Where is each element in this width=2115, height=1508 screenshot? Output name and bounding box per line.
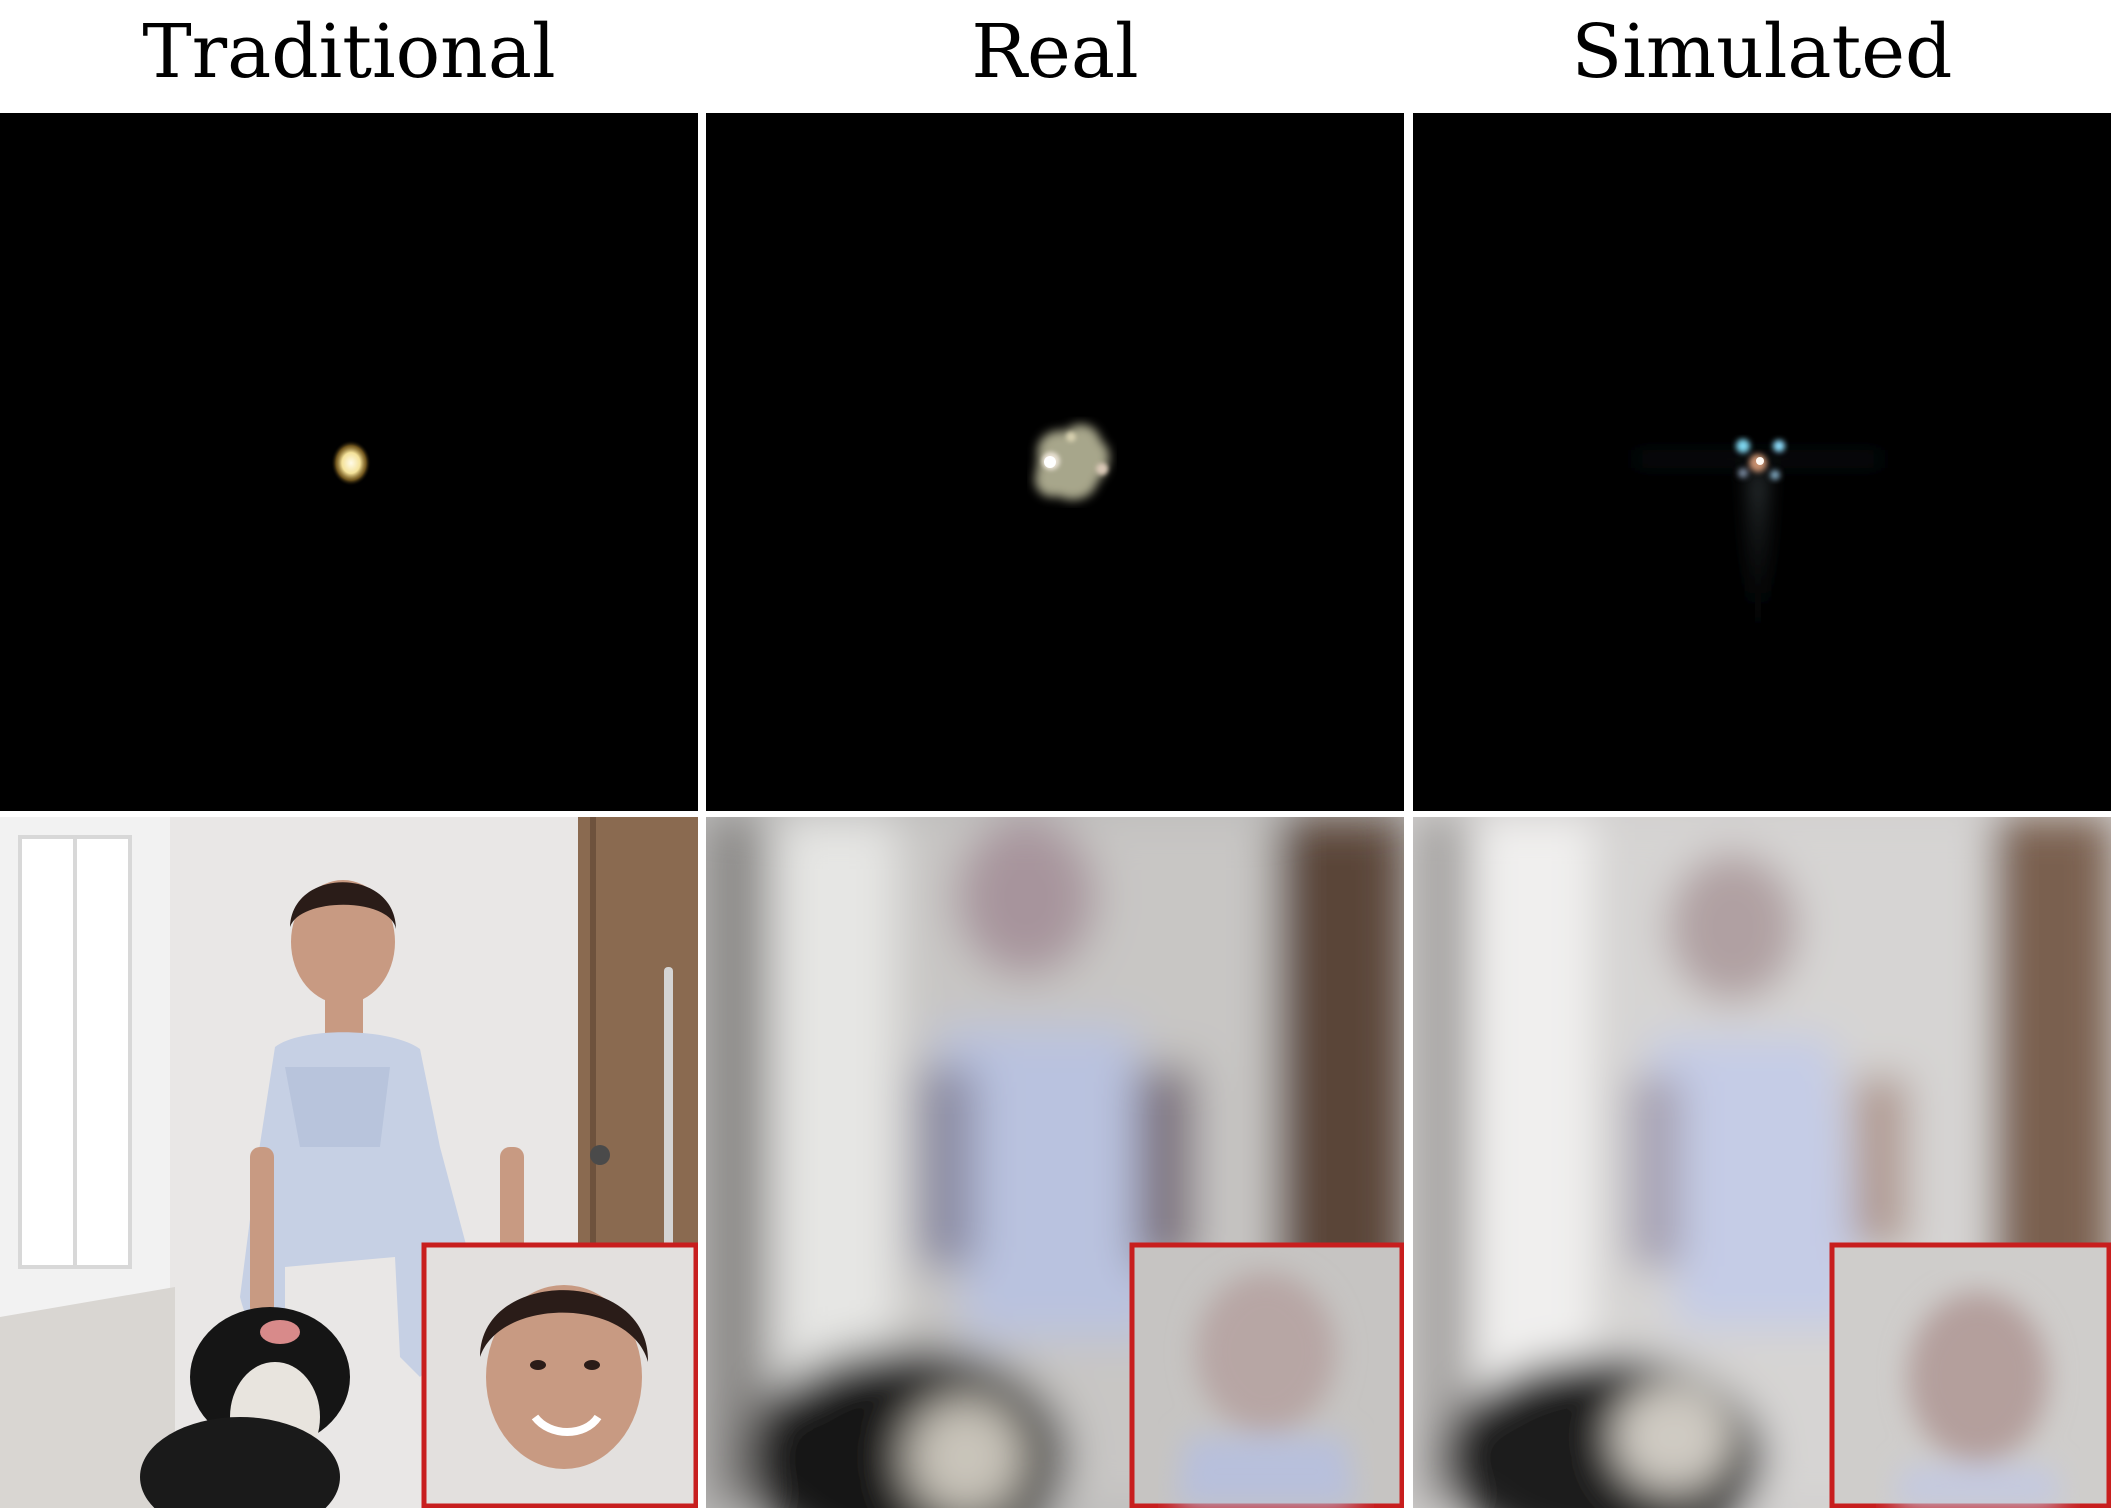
psf-real-panel [706, 113, 1404, 811]
column-title-traditional: Traditional [142, 9, 556, 95]
psf-traditional-image [331, 440, 371, 486]
photo-simulated-panel [1413, 817, 2111, 1508]
psf-real-image [1034, 424, 1110, 500]
photo-real-panel [706, 817, 1404, 1508]
psf-traditional-panel [0, 113, 698, 811]
photo-traditional-image [0, 817, 698, 1508]
psf-simulated-panel [1413, 113, 2111, 811]
photo-traditional-panel [0, 817, 698, 1508]
column-title-real: Real [971, 9, 1139, 95]
photo-simulated-image [1413, 817, 2111, 1508]
column-title-simulated: Simulated [1571, 9, 1953, 95]
photo-real-image [706, 817, 1404, 1508]
psf-simulated-image [1633, 439, 1883, 673]
